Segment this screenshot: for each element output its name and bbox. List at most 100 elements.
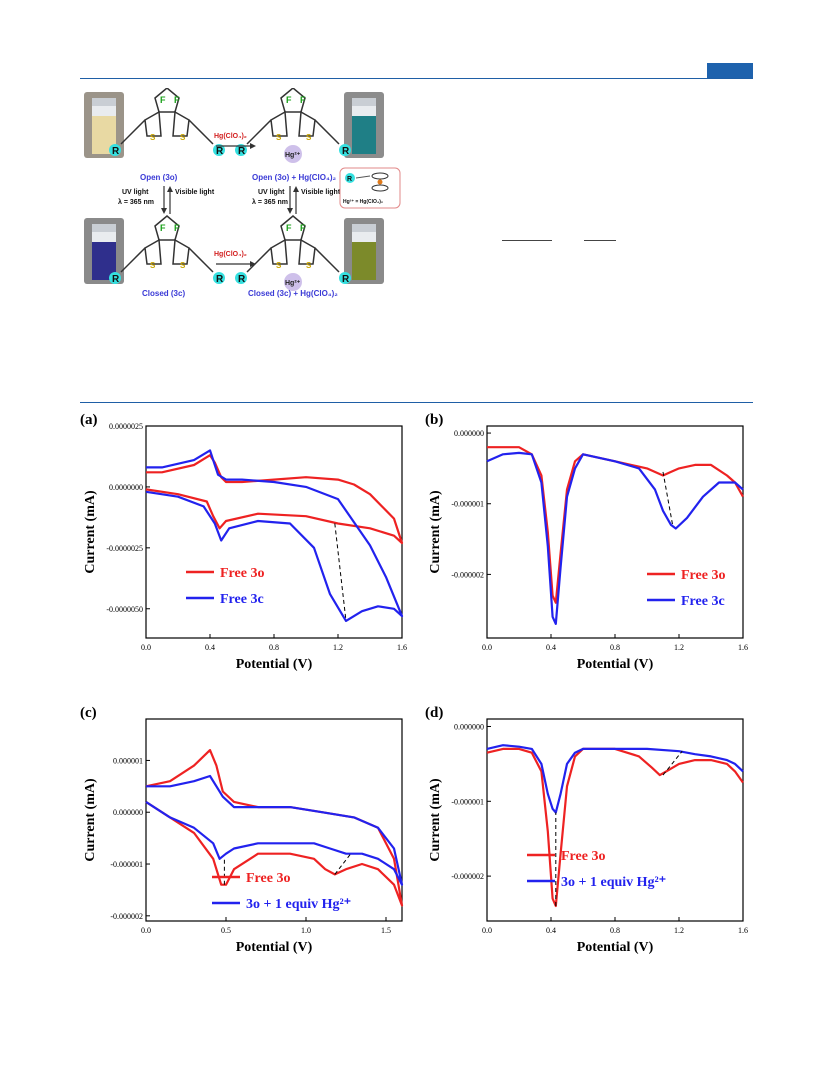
x-tick-label: 0.0 [482,643,492,652]
y-axis-label: Current (mA) [83,490,98,574]
f-label: F [174,223,180,233]
hg-ion-label: Hg²⁺ [285,152,301,159]
y-tick-label: -0.0000025 [106,544,143,553]
closed-label: Closed (3c) [142,289,185,298]
series-line [487,446,744,604]
series-line [145,449,404,622]
vial-open [84,92,124,158]
uv-label: UV light [258,189,285,196]
uv-label: UV light [122,189,149,196]
f-label: F [286,95,292,105]
y-tick-label: -0.000001 [451,797,484,806]
panel-label: (c) [80,705,97,721]
x-tick-label: 0.0 [141,643,151,652]
y-tick-label: 0.0000025 [109,422,143,431]
y-axis-label: Current (mA) [428,490,443,574]
r-label: R [112,146,120,157]
page-tab [707,63,753,78]
series-line [486,744,744,814]
legend-label: Free 3o [220,566,264,581]
hg-legend-label: Hg²⁺ = Hg(ClO₄)₂ [343,199,383,205]
y-tick-label: 0.000000 [113,808,143,817]
x-axis-label: Potential (V) [577,657,654,672]
series-line [145,749,404,907]
series-line [486,451,744,625]
r-label: R [216,274,224,285]
s-label: S [276,261,282,270]
y-tick-label: 0.000000 [454,722,484,731]
y-tick-label: -0.0000050 [106,605,143,614]
x-tick-label: 1.6 [397,643,407,652]
x-tick-label: 0.0 [482,926,492,935]
x-tick-label: 1.5 [381,926,391,935]
f-label: F [174,95,180,105]
s-label: S [180,133,186,142]
hg-ion-label: Hg²⁺ [285,280,301,287]
x-axis-label: Potential (V) [236,657,313,672]
x-tick-label: 1.6 [738,926,748,935]
r-label: R [347,176,352,183]
chart-panel-d: (d) 0.0 0.4 0.8 1.2 1.6 0.000000 -0.000001 -0.00… [425,705,748,955]
annotation-dashed-line [662,750,683,776]
s-label: S [306,133,312,142]
plot-frame [145,718,403,922]
y-tick-label: -0.000002 [451,570,484,579]
x-tick-label: 0.5 [221,926,231,935]
f-label: F [300,223,306,233]
s-label: S [180,261,186,270]
series-line [145,774,404,886]
f-label: F [160,95,166,105]
panel-label: (b) [425,412,443,428]
chart-panel-c: (c) 0.0 0.5 1.0 1.5 0.000001 0.000000 -0.000001… [80,705,404,955]
annotation-dashed-line [334,523,347,621]
legend-label: Free 3c [220,592,264,607]
legend-label: Free 3o [681,568,725,583]
scheme-drawing: F F F F F F F F S S S S S S S S R R R R … [108,88,401,298]
y-axis-label: Current (mA) [83,778,98,862]
x-axis-label: Potential (V) [577,940,654,955]
r-label: R [112,274,120,285]
x-tick-label: 0.8 [269,643,279,652]
y-axis-label: Current (mA) [428,778,443,862]
x-tick-label: 0.4 [546,926,556,935]
x-tick-label: 1.2 [674,926,684,935]
r-label: R [238,274,246,285]
vial-open-hg [344,92,384,158]
open-hg-label: Open (3o) + Hg(ClO₄)₂ [252,173,336,182]
y-tick-label: 0.0000000 [109,483,143,492]
legend-label: 3o + 1 equiv Hg²⁺ [246,897,351,912]
y-tick-label: -0.000001 [451,500,484,509]
x-tick-label: 0.8 [610,643,620,652]
s-label: S [150,133,156,142]
x-tick-label: 1.6 [738,643,748,652]
s-label: S [150,261,156,270]
legend-label: Free 3c [681,594,725,609]
text-underline [502,240,552,241]
f-label: F [300,95,306,105]
visible-label: Visible light [301,189,341,196]
visible-label: Visible light [175,189,215,196]
f-label: F [286,223,292,233]
section-rule [80,402,753,403]
vial-closed-hg-liquid [352,241,376,280]
annotation-dashed-line [662,471,674,526]
text-underline [584,240,616,241]
y-tick-label: 0.000001 [113,756,143,765]
s-label: S [306,261,312,270]
closed-hg-label: Closed (3c) + Hg(ClO₄)₂ [248,289,338,298]
f-label: F [160,223,166,233]
wavelength-label: λ = 365 nm [252,198,288,206]
x-tick-label: 1.2 [333,643,343,652]
vial-closed-hg [344,218,384,284]
r-label: R [342,146,350,157]
x-tick-label: 0.0 [141,926,151,935]
x-tick-label: 0.4 [546,643,556,652]
r-label: R [238,146,246,157]
panel-label: (d) [425,705,443,721]
header-rule [80,78,753,79]
y-tick-label: -0.000002 [110,912,143,921]
y-tick-label: 0.000000 [454,429,484,438]
y-tick-label: -0.000001 [110,860,143,869]
reagent-label-top: Hg(ClO₄)₂ [214,133,247,140]
x-tick-label: 0.4 [205,643,215,652]
